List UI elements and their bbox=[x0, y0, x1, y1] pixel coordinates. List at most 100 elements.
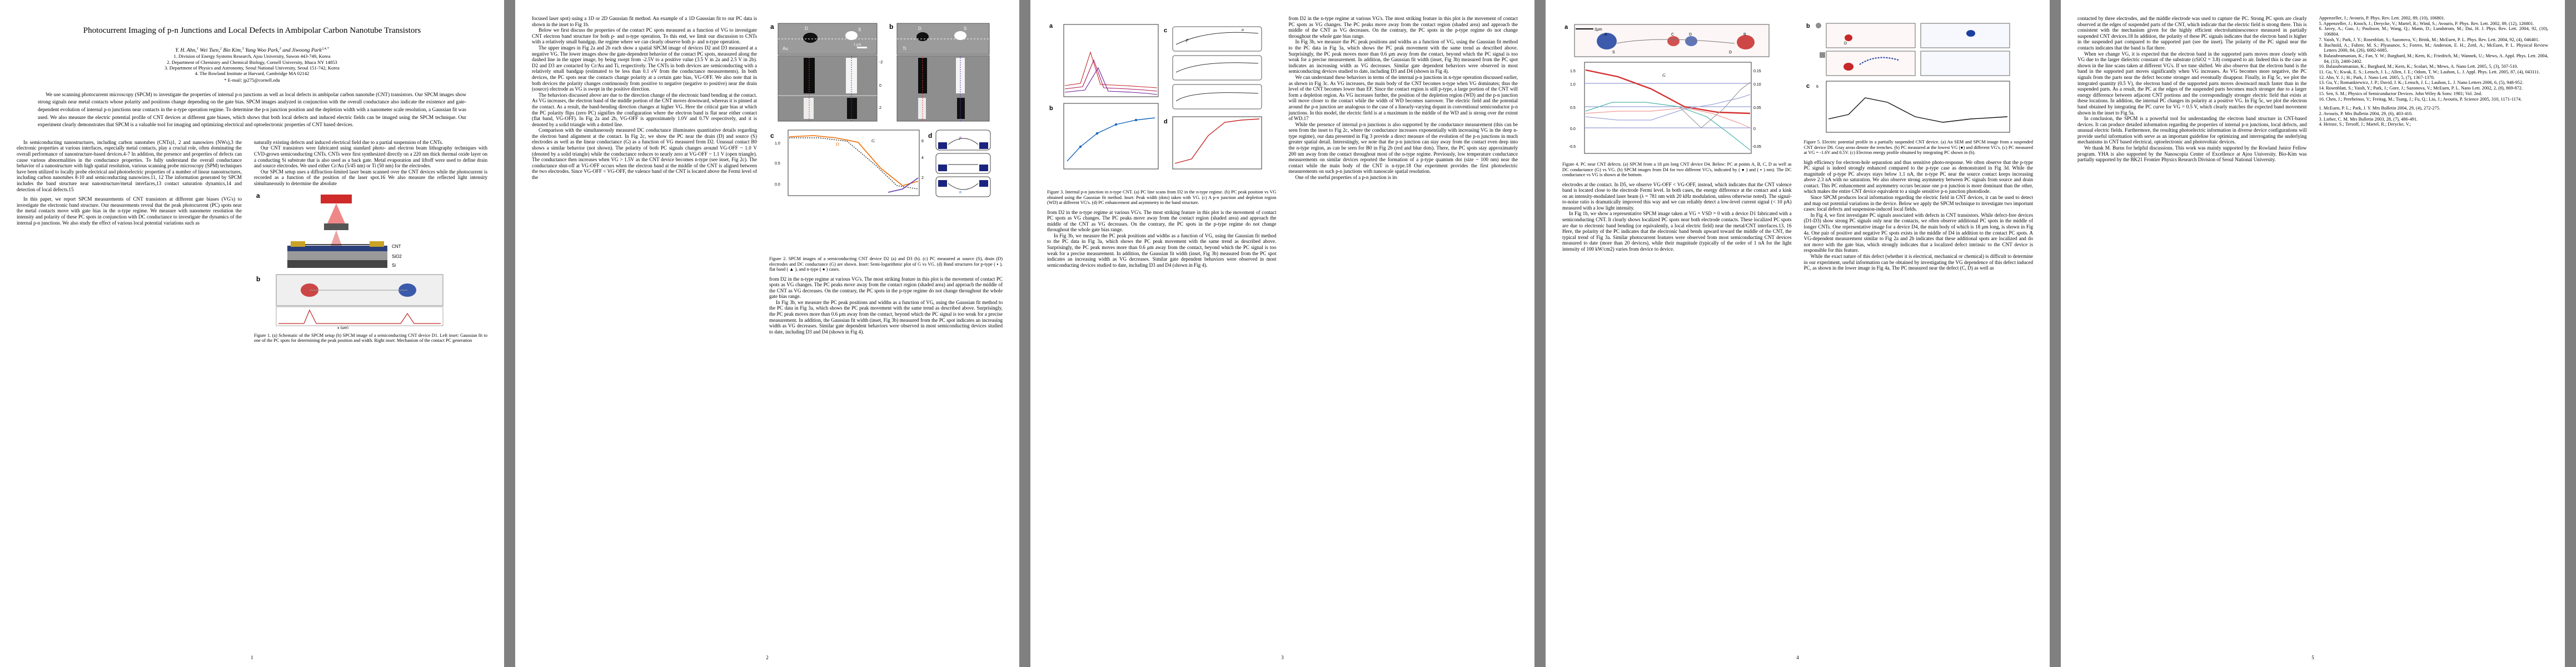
svg-text:b: b bbox=[889, 23, 893, 31]
page-4-column-left: a 2µm A C D B S D bbox=[1562, 16, 1792, 648]
body-paragraph: In Fig 4, we first investigate PC signal… bbox=[1803, 212, 2034, 253]
page-3-column-left: a b c p bbox=[1047, 16, 1277, 648]
reference-item: 5. Appenzeller, J.; Knoch, J.; Derycke, … bbox=[2319, 21, 2534, 26]
body-paragraph: from D2 in the n-type regime at various … bbox=[1288, 16, 1518, 39]
svg-text:p: p bbox=[1185, 37, 1188, 42]
reference-item: 15. Sen, S. M.; Physics of Semiconductor… bbox=[2319, 91, 2483, 96]
page-5: contacted by three electrodes, and the m… bbox=[2061, 0, 2565, 667]
reference-item: 2. Avouris, P. Mrs Bulletin 2004, 29, (6… bbox=[2319, 111, 2413, 116]
svg-text:n: n bbox=[959, 190, 961, 195]
body-paragraph: from D2 in the n-type regime at various … bbox=[769, 276, 1003, 300]
svg-text:0.15: 0.15 bbox=[1753, 69, 1761, 73]
svg-text:-2: -2 bbox=[879, 61, 883, 64]
svg-text:b: b bbox=[256, 275, 260, 283]
svg-text:1.0: 1.0 bbox=[1570, 83, 1576, 87]
page-5-column-left: contacted by three electrodes, and the m… bbox=[2077, 16, 2307, 648]
reference-item: 13. Gu, Y.; Romankiewicz, J. P.; David, … bbox=[2319, 80, 2524, 86]
body-paragraph: In conclusion, the SPCM is a powerful to… bbox=[2077, 116, 2307, 145]
page-1-column-right: naturally existing defects and induced e… bbox=[254, 140, 487, 344]
body-paragraph: contacted by three electrodes, and the m… bbox=[2077, 16, 2307, 51]
figure-2-caption: Figure 2. SPCM images of a semiconductin… bbox=[769, 256, 1003, 272]
body-paragraph: While the presence of internal p-n junct… bbox=[1288, 121, 1518, 175]
svg-text:6: 6 bbox=[921, 140, 924, 143]
reference-item: Appenzeller, J.; Avouris, P. Phys. Rev. … bbox=[2319, 16, 2445, 21]
svg-text:D: D bbox=[1689, 33, 1692, 37]
reference-item: 8. Bachtold, A.; Fuhrer, M. S.; Plyasuno… bbox=[2319, 42, 2549, 53]
body-paragraph: Below we first discuss the properties of… bbox=[532, 27, 757, 45]
body-paragraph: In semiconducting nanostructures, includ… bbox=[17, 139, 242, 192]
svg-text:2µm: 2µm bbox=[1595, 28, 1602, 32]
reference-item: 4. Heinze, S.; Tersoff, J.; Martel, R.; … bbox=[2319, 122, 2411, 127]
svg-text:0.5: 0.5 bbox=[1570, 106, 1576, 110]
svg-text:S: S bbox=[858, 27, 861, 32]
svg-text:-0.5: -0.5 bbox=[1569, 145, 1576, 149]
reference-item: 16. Chen, J.; Perebeinos, V.; Freitag, M… bbox=[2319, 96, 2522, 102]
reference-item: 3. Lieber, C. M. Mrs Bulletin 2003, 28, … bbox=[2319, 116, 2418, 122]
corresponding-email: * E-mail: jp275@cornell.edu bbox=[224, 77, 280, 83]
svg-text:c: c bbox=[1806, 83, 1810, 89]
figure-3-caption: Figure 3. Internal p-n junction in n-typ… bbox=[1047, 190, 1277, 205]
body-paragraph: In Fig 3b, we measure the PC peak positi… bbox=[1288, 39, 1518, 74]
page-3-column-right: from D2 in the n-type regime at various … bbox=[1289, 16, 1518, 648]
svg-text:0.0: 0.0 bbox=[1570, 127, 1576, 131]
page-number: 3 bbox=[1281, 655, 1284, 660]
body-paragraph: Our CNT transistors were fabricated usin… bbox=[254, 145, 487, 169]
svg-text:Si: Si bbox=[392, 263, 396, 268]
body-paragraph: Since SPCM produces local information re… bbox=[1803, 195, 2034, 212]
body-paragraph: When we change VG, it is expected that t… bbox=[2077, 51, 2307, 116]
svg-text:SiO2: SiO2 bbox=[392, 254, 402, 259]
body-paragraph: focused laser spot) using a 1D or 2D Gau… bbox=[532, 16, 757, 27]
page-5-columns: contacted by three electrodes, and the m… bbox=[2077, 16, 2548, 648]
body-paragraph: naturally existing defects and induced e… bbox=[254, 139, 444, 145]
body-paragraph: Our SPCM setup uses a diffraction-limite… bbox=[254, 168, 487, 186]
svg-text:Ti: Ti bbox=[903, 46, 906, 51]
reference-item: 11. Gu, Y.; Kwak, E. S.; Lensch, J. L.; … bbox=[2319, 69, 2540, 75]
svg-text:n: n bbox=[1242, 27, 1244, 32]
body-paragraph: We thank M. Burns for helpful discussion… bbox=[2077, 145, 2307, 163]
figure-4-caption: Figure 4. PC near CNT defects. (a) SPCM … bbox=[1562, 162, 1792, 177]
svg-text:0.05: 0.05 bbox=[1753, 106, 1761, 110]
svg-text:2: 2 bbox=[921, 176, 924, 180]
svg-text:0: 0 bbox=[1753, 127, 1756, 131]
body-paragraph: The upper images in Fig 2a and 2b each s… bbox=[532, 44, 757, 92]
reference-item: 1. McEuen, P. L.; Park, J. Y. Mrs Bullet… bbox=[2319, 106, 2440, 111]
page-1-column-left: In semiconducting nanostructures, includ… bbox=[17, 140, 242, 344]
reference-item: 14. Rosenblatt, S.; Yaish, Y.; Park, J.;… bbox=[2319, 86, 2523, 91]
svg-text:1.0: 1.0 bbox=[775, 142, 780, 146]
figure-4: a 2µm A C D B S D bbox=[1562, 19, 1792, 158]
page-4-column-right: b D c 6 bbox=[1803, 16, 2034, 648]
author-list: Y. H. Ahn,1 Wei Tsen,2 Bio Kim,3 Yung Wo… bbox=[175, 47, 329, 54]
body-paragraph: high efficiency for electron-hole separa… bbox=[1803, 159, 2034, 195]
svg-text:0.5: 0.5 bbox=[775, 162, 780, 166]
svg-text:4: 4 bbox=[921, 156, 924, 160]
body-paragraph: In Fig 1b, we show a representative SPCM… bbox=[1562, 211, 1792, 252]
svg-text:x (µm): x (µm) bbox=[337, 326, 348, 329]
svg-text:d: d bbox=[928, 132, 932, 140]
svg-text:G: G bbox=[1662, 73, 1666, 78]
figure-1-caption: Figure 1. (a) Schematic of the SPCM setu… bbox=[254, 332, 487, 344]
page-3-columns: a b c p bbox=[1047, 16, 1518, 648]
body-paragraph: from D2 in the n-type regime at various … bbox=[1047, 209, 1277, 233]
body-paragraph: In Fig 3b, we measure the PC peak positi… bbox=[769, 299, 1003, 335]
page-title: Photocurrent Imaging of p-n Junctions an… bbox=[83, 26, 421, 35]
affiliation-2: 2. Department of Chemistry and Chemical … bbox=[167, 59, 337, 65]
svg-text:B: B bbox=[1743, 33, 1746, 37]
svg-text:D: D bbox=[1729, 51, 1732, 54]
reference-item: 6. Javey, A.; Guo, J.; Paulsson, M.; Wan… bbox=[2319, 26, 2549, 37]
reference-item: 9. Balasubramanian, K.; Fan, Y. W.; Burg… bbox=[2319, 53, 2549, 64]
svg-text:S: S bbox=[1612, 51, 1615, 54]
svg-text:c: c bbox=[1164, 27, 1167, 34]
figure-2: a D S Au 1 µm bbox=[769, 19, 1003, 252]
svg-text:c: c bbox=[770, 132, 774, 140]
page-number: 5 bbox=[2311, 655, 2314, 660]
svg-text:a: a bbox=[770, 23, 774, 31]
affiliation-4: 4. The Rowland Institute at Harvard, Cam… bbox=[195, 71, 310, 77]
svg-text:0.10: 0.10 bbox=[1753, 83, 1761, 87]
body-paragraph: In this paper, we report SPCM measuremen… bbox=[17, 196, 242, 226]
svg-text:D: D bbox=[805, 26, 808, 31]
svg-text:A: A bbox=[1605, 33, 1607, 37]
svg-text:Au: Au bbox=[783, 46, 788, 51]
svg-text:D: D bbox=[918, 26, 921, 31]
page-3: a b c p bbox=[1030, 0, 1534, 667]
svg-text:CNT: CNT bbox=[392, 244, 401, 249]
